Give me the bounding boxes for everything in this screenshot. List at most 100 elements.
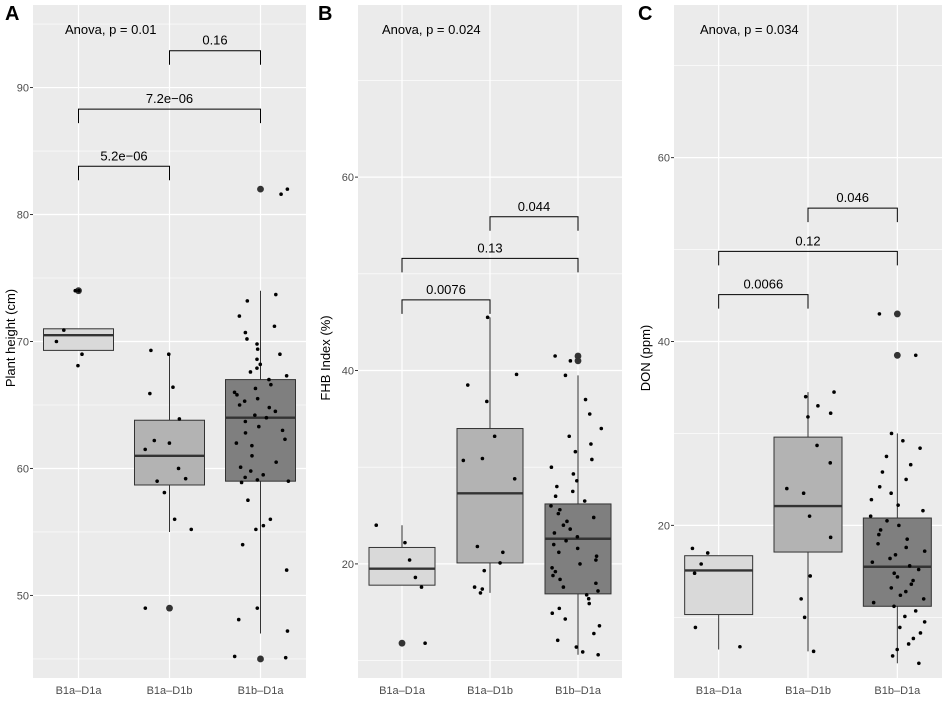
data-point <box>54 339 59 344</box>
data-point <box>563 373 568 378</box>
data-point <box>807 514 812 518</box>
comparison-brackets: 5.2e−06 7.2e−06 0.16 <box>78 33 261 181</box>
data-point <box>475 544 480 549</box>
data-point <box>62 328 66 332</box>
p-value-label: 7.2e−06 <box>146 91 193 106</box>
data-point <box>555 638 560 643</box>
data-point <box>238 465 243 470</box>
data-point <box>557 606 562 611</box>
data-point <box>596 589 600 593</box>
data-point <box>596 652 600 657</box>
x-tick-label: B1a–D1b <box>467 685 513 697</box>
p-value-label: 0.12 <box>795 233 820 248</box>
data-point <box>828 461 833 465</box>
data-point <box>573 449 578 454</box>
data-point <box>922 549 927 553</box>
data-point <box>568 359 573 363</box>
outlier-point <box>257 655 264 663</box>
data-point <box>255 347 260 351</box>
data-point <box>283 655 288 660</box>
comparison-bracket <box>489 216 579 231</box>
data-point <box>482 568 487 573</box>
data-point <box>884 454 889 459</box>
data-point <box>550 565 554 570</box>
p-value-label: 0.044 <box>518 199 551 214</box>
data-point <box>407 558 412 562</box>
data-point <box>594 558 598 562</box>
y-tick-label: 20 <box>342 559 354 571</box>
jitter-points <box>690 312 927 666</box>
data-point <box>284 568 289 572</box>
comparison-bracket <box>718 250 898 266</box>
data-point <box>871 600 876 605</box>
data-point <box>808 574 813 578</box>
data-point <box>922 620 927 624</box>
comparison-bracket <box>718 294 809 309</box>
data-point <box>889 586 894 590</box>
data-point <box>285 187 290 191</box>
data-point <box>149 348 153 353</box>
data-point <box>586 596 591 601</box>
data-point <box>549 465 554 470</box>
outlier-point <box>398 639 406 647</box>
data-point <box>273 409 278 414</box>
data-point <box>514 372 519 377</box>
data-point <box>889 491 893 496</box>
outlier-point <box>574 352 582 360</box>
data-point <box>267 405 272 410</box>
panel-a: A Plant height (cm) 50 60 70 80 90 5.2e−06 7.… <box>3 3 306 697</box>
p-value-label: 0.13 <box>477 240 502 255</box>
data-point <box>917 661 921 666</box>
data-point <box>895 647 900 652</box>
data-point <box>911 636 916 641</box>
data-point <box>152 438 157 443</box>
data-point <box>898 625 902 630</box>
y-tick-label: 50 <box>17 590 29 602</box>
data-point <box>811 649 816 654</box>
data-point <box>878 528 883 532</box>
data-point <box>77 288 81 293</box>
box <box>684 555 754 616</box>
data-point <box>286 479 291 483</box>
data-point <box>423 641 427 645</box>
data-point <box>575 478 579 483</box>
data-point <box>895 575 900 579</box>
data-point <box>693 625 698 630</box>
data-point <box>584 593 589 597</box>
data-point <box>918 631 923 635</box>
data-point <box>558 577 562 582</box>
data-point <box>597 623 602 628</box>
data-point <box>255 366 259 370</box>
data-point <box>556 511 561 516</box>
data-point <box>498 561 502 565</box>
data-point <box>892 604 896 609</box>
data-point <box>880 470 885 474</box>
data-point <box>253 413 257 417</box>
data-point <box>570 489 575 494</box>
x-tick-label: B1a–D1b <box>147 685 193 697</box>
data-point <box>183 476 188 481</box>
data-point <box>374 523 379 528</box>
y-tick-label: 20 <box>658 520 670 532</box>
y-tick-label: 60 <box>658 153 670 165</box>
data-point <box>512 477 517 481</box>
data-point <box>549 504 553 508</box>
y-tick-label: 70 <box>17 337 29 349</box>
data-point <box>896 503 900 507</box>
panel-letter-b: B <box>318 3 332 25</box>
x-tick-label: B1b–D1a <box>874 685 921 697</box>
comparison-bracket <box>169 50 261 65</box>
data-point <box>806 415 810 419</box>
data-point <box>261 523 266 528</box>
data-point <box>876 541 880 546</box>
data-point <box>243 431 248 435</box>
data-point <box>254 527 258 532</box>
data-point <box>236 617 241 622</box>
y-tick-label: 80 <box>17 210 29 222</box>
data-point <box>171 385 175 390</box>
data-point <box>239 480 244 485</box>
data-point <box>587 601 592 606</box>
data-point <box>245 337 249 341</box>
y-axis-ticks: 50 60 70 80 90 <box>17 83 33 602</box>
data-point <box>561 523 566 528</box>
